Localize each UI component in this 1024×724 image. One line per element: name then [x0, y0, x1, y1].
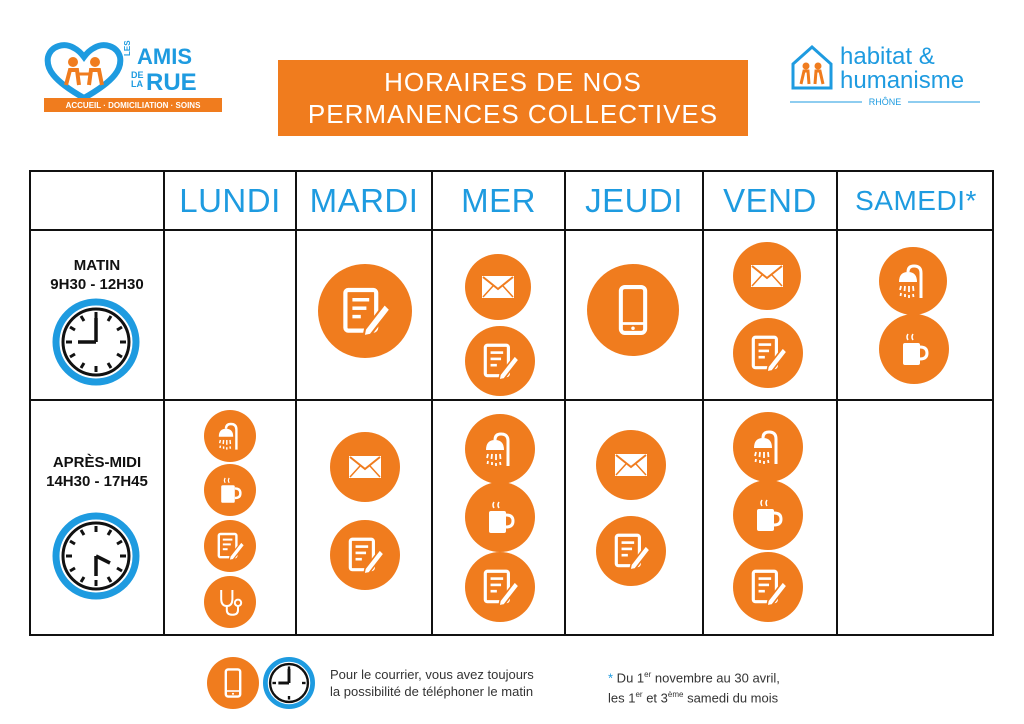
shower-icon — [204, 410, 256, 462]
writing-icon — [330, 520, 400, 590]
day-header-lundi: LUNDI — [179, 182, 281, 219]
footer-clock-icon — [263, 657, 315, 709]
schedule-table — [29, 170, 994, 636]
coffee-icon — [465, 482, 535, 552]
mail-icon — [330, 432, 400, 502]
day-header-jeudi: JEUDI — [585, 182, 683, 219]
mail-icon — [733, 242, 801, 310]
writing-icon — [733, 318, 803, 388]
table-col-divider — [295, 170, 297, 636]
writing-icon — [204, 520, 256, 572]
footer-phone-icon — [207, 657, 259, 709]
footer-saturday-note: * Du 1er novembre au 30 avril, les 1er e… — [608, 670, 780, 706]
day-header-mercredi: MER — [461, 182, 536, 219]
svg-text:LA: LA — [131, 79, 143, 89]
writing-icon — [733, 552, 803, 622]
footer-mail-note: Pour le courrier, vous avez toujours la … — [330, 667, 534, 699]
table-border-bottom — [29, 634, 994, 636]
clock-9-icon — [52, 298, 140, 386]
svg-text:humanisme: humanisme — [840, 67, 964, 94]
svg-text:LES: LES — [123, 40, 132, 56]
mail-icon — [596, 430, 666, 500]
shower-icon — [733, 412, 803, 482]
table-border-right — [992, 170, 994, 636]
svg-text:RHÔNE: RHÔNE — [869, 97, 902, 107]
writing-icon — [596, 516, 666, 586]
coffee-icon — [204, 464, 256, 516]
writing-icon — [465, 552, 535, 622]
clock-2-icon — [52, 512, 140, 600]
shower-icon — [879, 247, 947, 315]
table-col-divider — [431, 170, 433, 636]
title-line-2: PERMANENCES COLLECTIVES — [307, 99, 719, 129]
writing-icon — [465, 326, 535, 396]
table-border-top — [29, 170, 994, 172]
row-label-afternoon: APRÈS-MIDI 14H30 - 17H45 — [46, 454, 148, 490]
svg-text:RUE: RUE — [146, 69, 197, 96]
stethoscope-icon — [204, 576, 256, 628]
habitat-humanisme-logo: habitat & humanisme RHÔNE — [790, 42, 990, 116]
phone-icon — [587, 264, 679, 356]
day-header-samedi: SAMEDI* — [855, 185, 977, 216]
day-header-mardi: MARDI — [309, 182, 419, 219]
table-col-divider — [836, 170, 838, 636]
page-title: HORAIRES DE NOS PERMANENCES COLLECTIVES — [278, 60, 748, 136]
coffee-icon — [879, 314, 949, 384]
svg-text:habitat &: habitat & — [840, 43, 935, 70]
table-row-divider — [29, 229, 994, 231]
row-label-morning: MATIN 9H30 - 12H30 — [50, 257, 144, 293]
svg-text:DE: DE — [131, 70, 144, 80]
day-header-vendredi: VEND — [723, 182, 817, 219]
table-col-divider — [163, 170, 165, 636]
coffee-icon — [733, 480, 803, 550]
table-col-divider — [564, 170, 566, 636]
les-amis-de-la-rue-logo: LES AMIS DE LA RUE ACCUEIL · DOMICILIATI… — [44, 40, 222, 116]
svg-text:AMIS: AMIS — [137, 44, 192, 69]
writing-icon — [318, 264, 412, 358]
shower-icon — [465, 414, 535, 484]
table-row-divider — [29, 399, 994, 401]
table-col-divider — [702, 170, 704, 636]
table-border-left — [29, 170, 31, 636]
svg-text:ACCUEIL · DOMICILIATION · SOIN: ACCUEIL · DOMICILIATION · SOINS — [66, 101, 201, 110]
title-line-1: HORAIRES DE NOS — [384, 67, 642, 97]
mail-icon — [465, 254, 531, 320]
